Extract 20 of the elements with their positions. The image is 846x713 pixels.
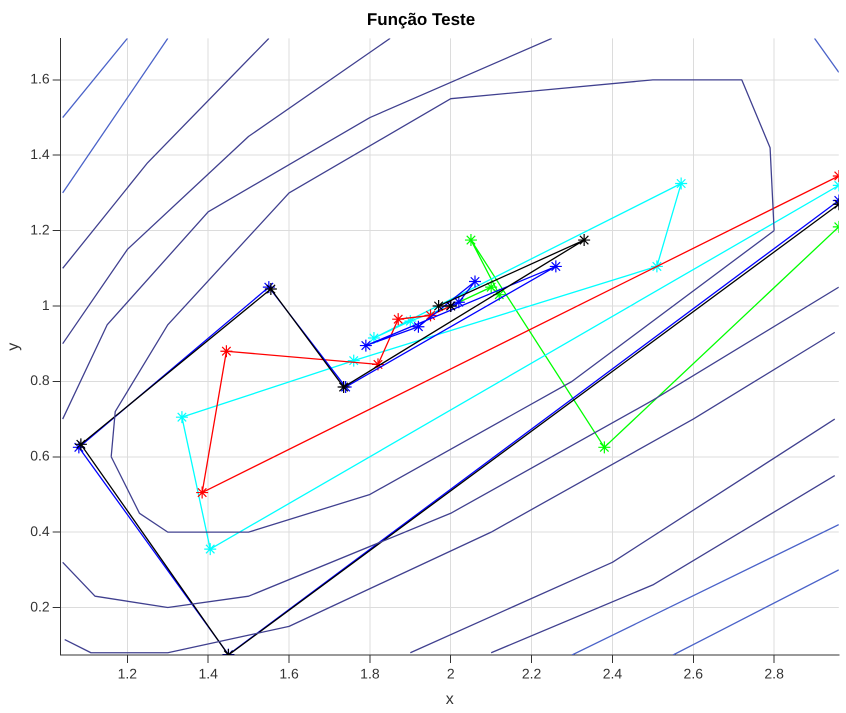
y-tick-label: 1.2 (30, 221, 50, 238)
x-tick-label: 2 (446, 665, 455, 682)
x-axis-title: x (446, 690, 454, 708)
chart-title: Função Teste (366, 10, 476, 29)
x-tick-label: 2.8 (764, 665, 784, 682)
y-tick-label: 0.8 (30, 372, 50, 388)
y-tick-label: 1.6 (30, 70, 50, 87)
y-axis-title: y (5, 342, 22, 351)
x-tick-label: 2.2 (522, 665, 542, 682)
x-tick-label: 1.4 (198, 665, 218, 682)
x-tick-label: 1.6 (279, 665, 299, 682)
y-tick-label: 0.4 (30, 522, 50, 539)
x-tick-label: 2.4 (602, 665, 622, 682)
y-tick-label: 0.2 (30, 598, 50, 614)
y-tick-label: 0.6 (30, 448, 50, 464)
x-tick-label: 2.6 (684, 665, 704, 682)
y-tick-label: 1.4 (30, 146, 50, 162)
y-tick-label: 1 (42, 296, 50, 313)
x-tick-label: 1.2 (118, 665, 138, 682)
x-tick-label: 1.8 (360, 665, 380, 682)
